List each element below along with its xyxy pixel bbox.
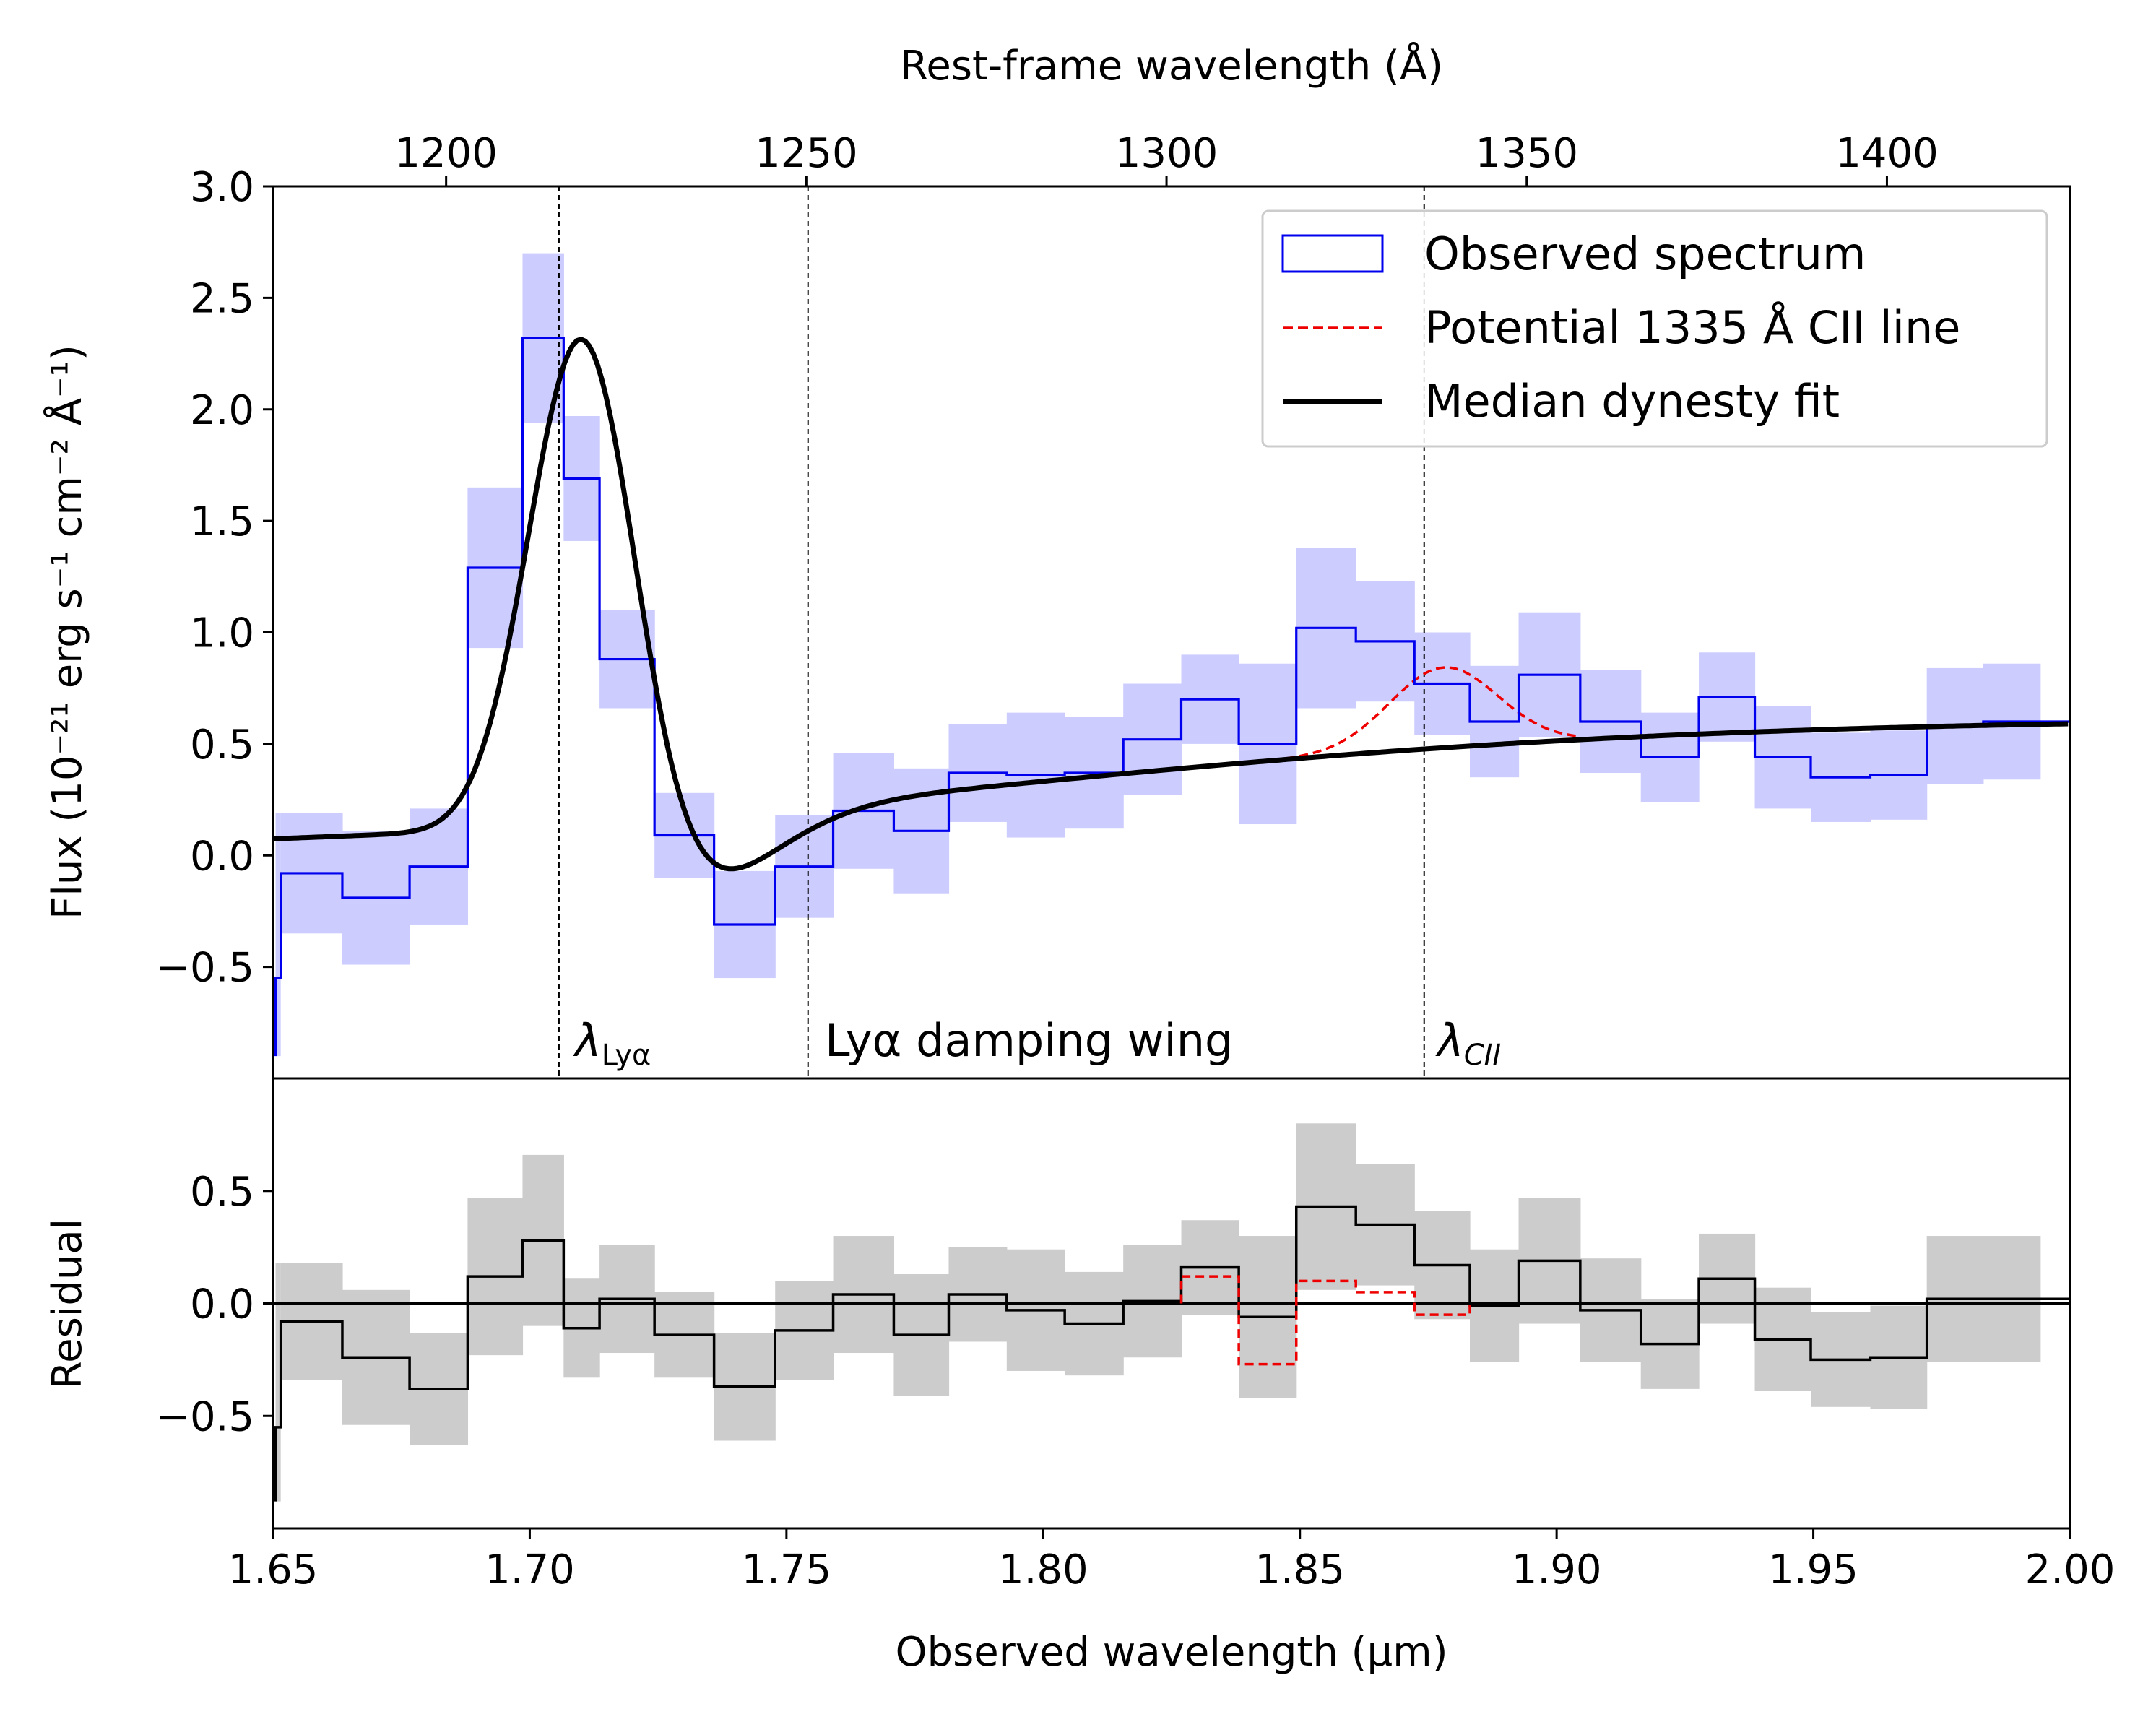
- x-axis-ticks: 1.65 1.70 1.75 1.80 1.85 1.90 1.95 2.00: [228, 1528, 2116, 1593]
- cii-residual-step: [1179, 1275, 1471, 1366]
- lya-annotation: λLyα: [573, 1014, 651, 1072]
- top-tick-label: 1250: [755, 130, 858, 177]
- main-y-tick-label: 1.0: [190, 610, 254, 657]
- main-y-tick-label: 0.0: [190, 833, 254, 880]
- dynesty-fit-curve: [272, 336, 2069, 872]
- observed-step-line: [274, 337, 2070, 1057]
- x-axis-label: Observed wavelength (μm): [895, 1629, 1447, 1676]
- fit-line: [272, 336, 2069, 872]
- main-y-tick-label: 2.5: [190, 275, 254, 322]
- top-axis-label: Rest-frame wavelength (Å): [900, 42, 1443, 90]
- residual-y-axis-label: Residual: [44, 1219, 91, 1390]
- cii-residual-line: [1179, 1275, 1471, 1366]
- cii-annotation: λCII: [1435, 1014, 1501, 1072]
- residual-y-ticks: −0.5 0.0 0.5: [156, 1169, 273, 1440]
- damping-wing-annotation: Lyα damping wing: [825, 1014, 1233, 1067]
- x-tick-label: 1.70: [485, 1546, 575, 1593]
- residual-y-tick-label: −0.5: [156, 1393, 254, 1440]
- top-tick-label: 1200: [394, 130, 498, 177]
- top-tick-label: 1400: [1835, 130, 1939, 177]
- residual-error-band: [275, 1123, 2041, 1502]
- legend: Observed spectrum Potential 1335 Å CII l…: [1261, 209, 2048, 448]
- residual-error-edge: [275, 1263, 281, 1502]
- top-tick-label: 1300: [1115, 130, 1218, 177]
- residual-step-line: [274, 1205, 2070, 1502]
- legend-observed-label: Observed spectrum: [1424, 228, 1866, 280]
- x-tick-label: 1.90: [1512, 1546, 1602, 1593]
- top-axis-ticks: 1200 1250 1300 1350 1400: [394, 130, 1939, 186]
- x-tick-label: 1.80: [998, 1546, 1088, 1593]
- x-tick-label: 1.75: [742, 1546, 832, 1593]
- top-tick-label: 1350: [1475, 130, 1578, 177]
- residual-y-tick-label: 0.5: [190, 1169, 254, 1216]
- main-y-tick-label: 3.0: [190, 164, 254, 211]
- main-y-tick-label: 0.5: [190, 722, 254, 769]
- x-tick-label: 1.95: [1768, 1546, 1858, 1593]
- x-tick-label: 1.85: [1255, 1546, 1345, 1593]
- x-tick-label: 1.65: [228, 1546, 319, 1593]
- legend-frame: [1261, 209, 2048, 448]
- main-y-axis-label: Flux (10⁻²¹ erg s⁻¹ cm⁻² Å⁻¹): [43, 345, 91, 920]
- main-y-tick-label: −0.5: [156, 945, 254, 992]
- lya-symbol: λ: [573, 1014, 602, 1067]
- observed-error-edge: [275, 813, 281, 1057]
- observed-spectrum-step: [274, 337, 2070, 1057]
- main-y-tick-label: 2.0: [190, 387, 254, 434]
- legend-observed-swatch: [1281, 234, 1384, 273]
- cii-line-curve: [1258, 666, 1580, 763]
- cii-gaussian: [1258, 666, 1580, 763]
- x-tick-label: 2.00: [2025, 1546, 2116, 1593]
- main-y-tick-label: 1.5: [190, 498, 254, 545]
- cii-subscript: CII: [1464, 1039, 1502, 1072]
- legend-cii-label: Potential 1335 Å CII line: [1424, 301, 1960, 354]
- lya-subscript: Lyα: [602, 1039, 651, 1072]
- main-y-ticks: −0.5 0.0 0.5 1.0 1.5 2.0 2.5 3.0: [156, 164, 273, 992]
- legend-fit-label: Median dynesty fit: [1424, 375, 1840, 428]
- residual-step: [274, 1205, 2070, 1502]
- residual-y-tick-label: 0.0: [190, 1281, 254, 1328]
- cii-symbol: λ: [1435, 1014, 1464, 1067]
